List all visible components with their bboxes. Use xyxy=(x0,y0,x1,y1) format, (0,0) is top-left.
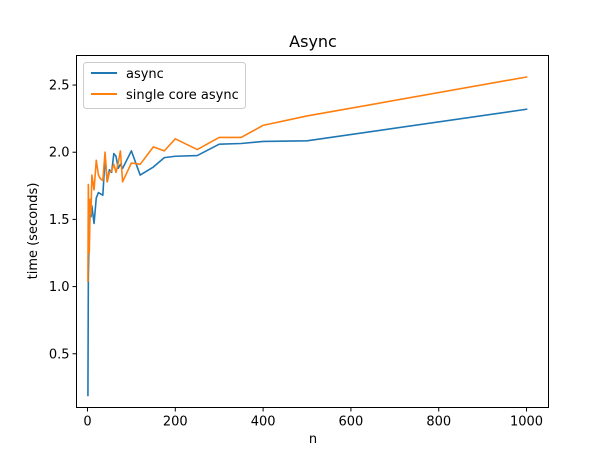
y-tick-label: 1.5 xyxy=(49,213,70,228)
y-tick-label: 2.5 xyxy=(49,79,70,94)
x-axis-label: n xyxy=(309,432,317,447)
x-tick-label: 600 xyxy=(339,415,364,430)
legend: async single core async xyxy=(83,62,246,109)
chart-title: Async xyxy=(289,32,337,51)
y-tick-label: 2.0 xyxy=(49,146,70,161)
y-tick-label: 0.5 xyxy=(49,347,70,362)
y-axis-label: time (seconds) xyxy=(26,183,41,280)
y-tick-label: 1.0 xyxy=(49,280,70,295)
plot-lines xyxy=(87,76,528,397)
x-axis: 0 200 400 600 800 1000 xyxy=(83,407,543,430)
x-tick-label: 800 xyxy=(426,415,451,430)
series-line-async xyxy=(87,108,528,397)
x-tick-label: 400 xyxy=(251,415,276,430)
series-line-single-core-async xyxy=(87,76,528,283)
legend-label-async: async xyxy=(126,67,164,82)
x-tick-label: 0 xyxy=(83,415,91,430)
plot-frame xyxy=(76,55,549,408)
legend-box xyxy=(83,62,246,109)
legend-label-single-core-async: single core async xyxy=(126,88,239,103)
x-tick-label: 200 xyxy=(163,415,188,430)
y-axis: 0.5 1.0 1.5 2.0 2.5 xyxy=(49,79,77,362)
x-tick-label: 1000 xyxy=(510,415,543,430)
